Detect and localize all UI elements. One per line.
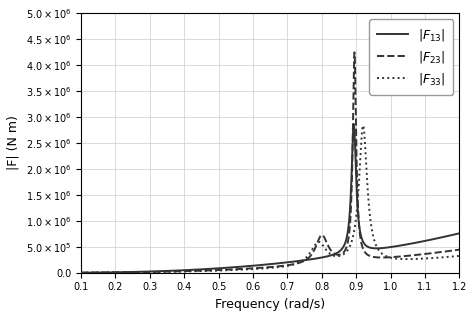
X-axis label: Frequency (rad/s): Frequency (rad/s) [215,298,325,311]
Legend: $|F_{13}|$, $|F_{23}|$, $|F_{33}|$: $|F_{13}|$, $|F_{23}|$, $|F_{33}|$ [369,19,453,94]
Y-axis label: |F| (N m): |F| (N m) [7,115,20,170]
